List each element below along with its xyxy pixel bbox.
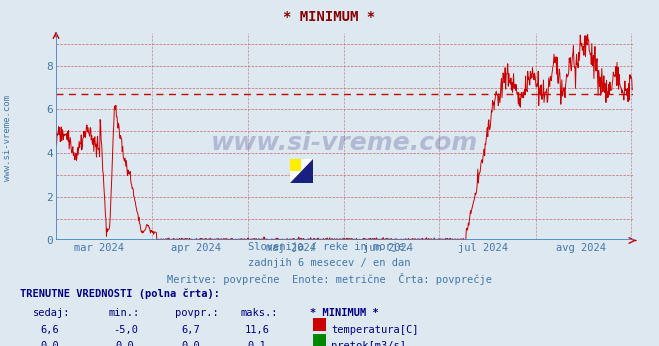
- Text: povpr.:: povpr.:: [175, 308, 218, 318]
- Polygon shape: [290, 159, 313, 183]
- Text: sedaj:: sedaj:: [33, 308, 71, 318]
- Text: 0,1: 0,1: [248, 341, 266, 346]
- Text: 11,6: 11,6: [244, 325, 270, 335]
- Text: 0,0: 0,0: [182, 341, 200, 346]
- Text: pretok[m3/s]: pretok[m3/s]: [331, 341, 407, 346]
- Bar: [301, 171, 313, 183]
- Text: Slovenija / reke in morje.: Slovenija / reke in morje.: [248, 242, 411, 252]
- Text: 0,0: 0,0: [40, 341, 59, 346]
- Text: * MINIMUM *: * MINIMUM *: [283, 10, 376, 24]
- Text: www.si-vreme.com: www.si-vreme.com: [3, 95, 13, 181]
- Text: TRENUTNE VREDNOSTI (polna črta):: TRENUTNE VREDNOSTI (polna črta):: [20, 289, 219, 299]
- Text: min.:: min.:: [109, 308, 140, 318]
- Text: 6,6: 6,6: [40, 325, 59, 335]
- Text: -5,0: -5,0: [113, 325, 138, 335]
- Text: maks.:: maks.:: [241, 308, 278, 318]
- Text: www.si-vreme.com: www.si-vreme.com: [211, 131, 478, 155]
- Text: * MINIMUM *: * MINIMUM *: [310, 308, 378, 318]
- Text: Meritve: povprečne  Enote: metrične  Črta: povprečje: Meritve: povprečne Enote: metrične Črta:…: [167, 273, 492, 285]
- Text: zadnjih 6 mesecev / en dan: zadnjih 6 mesecev / en dan: [248, 258, 411, 268]
- Bar: [290, 159, 301, 171]
- Text: temperatura[C]: temperatura[C]: [331, 325, 419, 335]
- Text: 6,7: 6,7: [182, 325, 200, 335]
- Text: 0,0: 0,0: [116, 341, 134, 346]
